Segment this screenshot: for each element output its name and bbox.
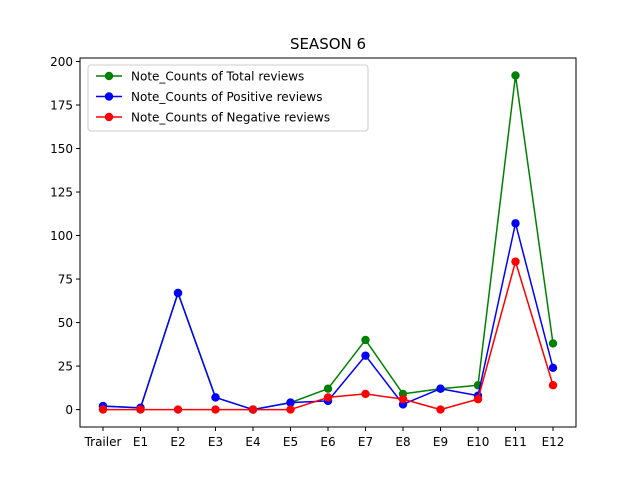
- y-tick-label-0: 0: [65, 403, 73, 417]
- x-tick-label-5: E5: [283, 435, 298, 449]
- data-point-s0-12: [548, 339, 558, 348]
- data-point-s2-5: [286, 405, 295, 414]
- data-point-s2-4: [248, 405, 258, 414]
- data-point-s0-7: [361, 335, 370, 345]
- data-point-s2-9: [436, 405, 445, 414]
- data-point-s2-7: [361, 389, 370, 399]
- data-point-s1-11: [511, 219, 520, 228]
- x-tick-label-0: Trailer: [84, 435, 122, 449]
- legend-marker-0: [104, 71, 114, 81]
- y-tick-label-2: 50: [58, 316, 73, 330]
- y-tick-label-7: 175: [50, 98, 73, 112]
- chart-title: SEASON 6: [290, 35, 366, 53]
- data-point-s1-7: [361, 351, 370, 360]
- data-point-s2-10: [473, 394, 483, 404]
- data-point-s1-3: [211, 393, 220, 402]
- y-tick-label-1: 25: [58, 360, 73, 374]
- data-point-s0-6: [323, 384, 333, 393]
- x-tick-label-7: E7: [358, 435, 373, 449]
- x-tick-label-10: E10: [467, 435, 490, 449]
- data-point-s2-8: [398, 394, 408, 404]
- y-tick-label-6: 150: [50, 142, 73, 156]
- data-point-s2-6: [323, 393, 333, 402]
- y-tick-label-8: 200: [50, 55, 73, 69]
- legend-marker-1: [104, 92, 114, 101]
- x-tick-label-1: E1: [133, 435, 148, 449]
- x-tick-label-3: E3: [208, 435, 223, 449]
- legend-box: [87, 64, 369, 132]
- legend-label-1: Note_Counts of Positive reviews: [131, 90, 323, 104]
- plot-area: 0 25 50 75 100 125 150 175 200 Trailer E1 E2 E3 E4 E5 E…: [50, 55, 577, 449]
- legend-label-0: Note_Counts of Total reviews: [131, 70, 304, 84]
- legend-marker-2: [104, 112, 114, 122]
- data-point-s2-0: [98, 405, 108, 414]
- x-tick-label-4: E4: [245, 435, 260, 449]
- legend: Note_Counts of Total reviews Note_Counts …: [87, 64, 369, 132]
- data-point-s2-12: [548, 381, 558, 390]
- data-point-s1-9: [436, 384, 445, 393]
- data-point-s1-2: [173, 288, 183, 298]
- data-point-s2-11: [511, 257, 520, 266]
- x-tick-label-2: E2: [170, 435, 185, 449]
- legend-label-2: Note_Counts of Negative reviews: [131, 111, 330, 125]
- x-tick-label-12: E12: [542, 435, 565, 449]
- data-point-s2-1: [136, 405, 145, 414]
- x-tick-label-9: E9: [433, 435, 448, 449]
- series-line-1: [102, 222, 554, 411]
- data-point-s2-2: [173, 405, 183, 414]
- y-tick-label-3: 75: [58, 273, 73, 287]
- y-tick-label-4: 100: [50, 229, 73, 243]
- data-point-s0-11: [511, 71, 520, 80]
- y-tick-label-5: 125: [50, 186, 73, 200]
- x-tick-label-11: E11: [504, 435, 527, 449]
- data-point-s2-3: [211, 405, 220, 414]
- data-point-s1-5: [286, 398, 295, 407]
- data-point-s1-12: [548, 363, 558, 373]
- x-tick-label-6: E6: [320, 435, 335, 449]
- x-tick-label-8: E8: [395, 435, 410, 449]
